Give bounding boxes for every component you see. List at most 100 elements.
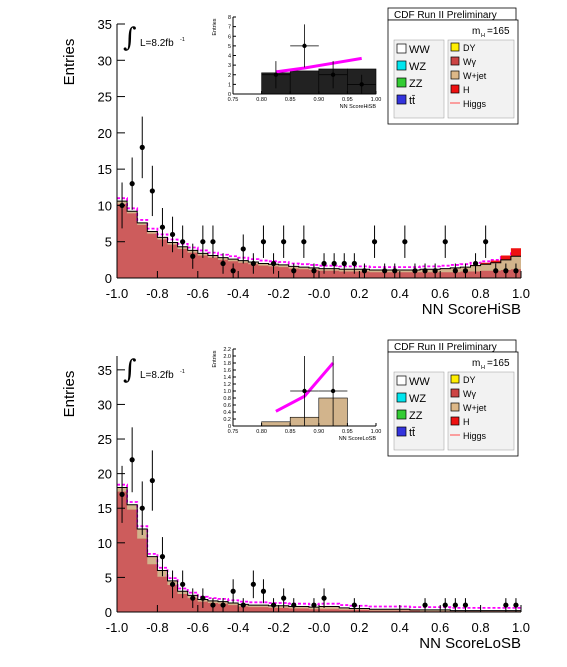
- legend-swatch: [450, 416, 460, 426]
- data-point: [503, 268, 509, 274]
- inset-y-tick-label: 2: [228, 73, 231, 79]
- inset-y-axis-label: Entries: [212, 350, 218, 367]
- data-point: [139, 505, 145, 511]
- legend-label: tt̄: [409, 427, 415, 439]
- inset-y-tick-label: 3: [228, 63, 231, 69]
- data-point: [281, 239, 287, 245]
- inset-y-tick-label: 2.0: [223, 354, 231, 360]
- inset-x-tick-label: 0.80: [256, 97, 267, 103]
- x-tick-label: 1.0: [512, 620, 530, 635]
- data-point: [321, 260, 327, 267]
- data-point: [210, 239, 216, 245]
- inset-data-point: [302, 43, 307, 49]
- inset-x-tick-label: 0.90: [313, 97, 324, 103]
- inset-y-tick-label: 8: [228, 15, 231, 21]
- mass-value: =165: [487, 358, 510, 369]
- legend-swatch: [450, 84, 460, 94]
- data-point: [291, 268, 297, 274]
- data-point: [169, 581, 176, 587]
- data-point: [169, 231, 176, 238]
- inset-x-tick-label: 0.85: [285, 429, 296, 435]
- data-point: [422, 268, 428, 274]
- y-tick-label: 15: [98, 501, 112, 516]
- data-point: [392, 268, 398, 274]
- inset-y-tick-label: 1.6: [223, 368, 231, 374]
- legend-label: Wγ: [463, 389, 476, 399]
- data-point: [361, 268, 368, 274]
- data-point: [483, 239, 489, 245]
- data-point: [351, 260, 357, 267]
- integral-symbol: ∫: [123, 355, 137, 385]
- x-tick-label: -0.0: [308, 620, 330, 635]
- x-axis-label: NN ScoreLoSB: [419, 635, 521, 652]
- x-tick-label: -1.0: [106, 286, 128, 301]
- legend-swatch: [450, 70, 460, 80]
- data-point: [129, 457, 135, 463]
- legend-label: ZZ: [409, 410, 423, 422]
- inset-y-tick-label: 0.2: [223, 417, 231, 423]
- inset-y-tick-label: 1.8: [223, 361, 231, 367]
- legend-swatch: [396, 94, 407, 105]
- panel-hisb: -1.0 -0.8 -0.6 -0.4 -0.2 -0.0 0.2 0.4 0.6 0.8 1.00…: [61, 7, 530, 318]
- x-tick-label: -0.0: [308, 286, 330, 301]
- inset-y-tick-label: 0.6: [223, 403, 231, 409]
- inset-bkg-bar: [261, 421, 291, 427]
- x-tick-label: -1.0: [106, 620, 128, 635]
- data-point: [200, 239, 206, 245]
- legend-label: WW: [409, 376, 430, 388]
- data-point: [513, 602, 519, 608]
- higgs-band: [117, 483, 521, 609]
- y-tick-label: 35: [98, 17, 112, 32]
- legend-label: Higgs: [463, 431, 487, 441]
- inset-data-point: [359, 82, 364, 87]
- data-point: [412, 268, 418, 274]
- legend-swatch: [396, 43, 407, 54]
- legend-label: W+jet: [463, 403, 487, 413]
- inset-x-axis-label: NN ScoreLoSB: [339, 436, 377, 442]
- wjet-fill: [117, 203, 521, 278]
- inset-y-tick-label: 7: [228, 25, 231, 31]
- data-point: [230, 268, 236, 274]
- x-tick-label: 1.0: [512, 286, 530, 301]
- data-point: [220, 260, 226, 267]
- inset-losb: 0.75 0.80 0.85 0.90 0.95 1.00 00.20.40.60.81.0…: [203, 341, 382, 442]
- legend-swatch: [396, 426, 407, 437]
- x-tick-label: 0.6: [431, 620, 449, 635]
- data-point: [291, 602, 297, 608]
- y-tick-label: 15: [98, 162, 112, 177]
- data-point: [250, 260, 256, 267]
- data-point: [311, 268, 317, 274]
- y-tick-label: 35: [98, 363, 112, 378]
- luminosity-exponent: -1: [180, 37, 185, 43]
- inset-y-tick-label: 0: [228, 424, 231, 430]
- y-axis-label: Entries: [61, 39, 78, 86]
- experiment-label: CDF Run II Preliminary: [394, 10, 497, 21]
- legend-swatch: [396, 77, 407, 88]
- data-point: [442, 239, 448, 245]
- x-tick-label: 0.8: [472, 620, 490, 635]
- data-point: [159, 224, 166, 230]
- inset-y-tick-label: 4: [228, 54, 231, 60]
- inset-data-point: [330, 388, 336, 394]
- data-point: [462, 268, 469, 274]
- data-point: [432, 268, 438, 274]
- data-point: [351, 602, 357, 608]
- inset-x-tick-label: 0.95: [342, 97, 353, 103]
- x-tick-label: 0.6: [431, 286, 449, 301]
- data-point: [250, 581, 256, 587]
- data-point: [180, 239, 186, 245]
- inset-y-tick-label: 5: [228, 44, 231, 50]
- signal-bar: [490, 260, 501, 263]
- mass-label: m: [472, 358, 480, 369]
- experiment-label: CDF Run II Preliminary: [394, 342, 497, 353]
- legend-label: DY: [463, 375, 476, 385]
- data-point: [190, 253, 196, 259]
- data-point: [149, 188, 155, 194]
- y-tick-label: 25: [98, 432, 112, 447]
- y-tick-label: 20: [98, 467, 112, 482]
- legend-label: Wγ: [463, 57, 476, 67]
- data-point: [210, 602, 216, 608]
- data-point: [452, 602, 458, 608]
- luminosity-label: L=8.2fb: [140, 38, 174, 49]
